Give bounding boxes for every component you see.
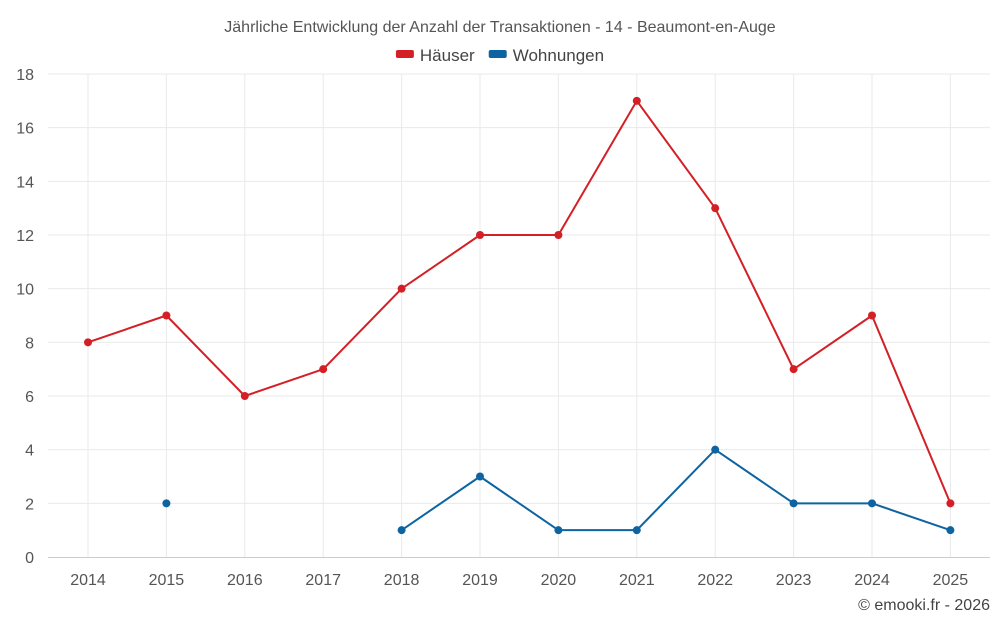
series-1: [162, 445, 955, 535]
data-point[interactable]: [162, 311, 171, 320]
data-point[interactable]: [789, 365, 798, 374]
x-tick-label: 2022: [697, 572, 733, 589]
x-tick-label: 2019: [462, 572, 498, 589]
y-tick-label: 16: [16, 121, 34, 138]
x-tick-label: 2014: [70, 572, 106, 589]
data-point[interactable]: [868, 311, 876, 320]
data-point[interactable]: [397, 284, 406, 293]
data-point[interactable]: [554, 231, 563, 239]
legend: Häuser Wohnungen: [395, 46, 604, 65]
data-point[interactable]: [632, 526, 641, 535]
y-tick-label: 18: [16, 67, 34, 84]
data-point[interactable]: [397, 526, 406, 535]
data-point[interactable]: [711, 204, 720, 213]
series-line: [401, 448, 951, 532]
x-axis-ticks: 2014 2015 2016 2017 2018 2019 2020 2021 2022 2023…: [70, 572, 968, 589]
x-tick-label: 2024: [854, 572, 890, 589]
y-axis-ticks: 0 2 4 6 8 10 12 14 16 18: [16, 67, 34, 567]
data-point[interactable]: [476, 472, 484, 481]
y-tick-label: 14: [16, 174, 34, 191]
data-point[interactable]: [868, 499, 876, 508]
y-tick-label: 10: [16, 282, 34, 299]
data-point[interactable]: [711, 445, 720, 454]
data-point[interactable]: [554, 526, 563, 535]
data-point[interactable]: [319, 365, 328, 374]
y-tick-label: 8: [25, 335, 34, 352]
x-tick-label: 2021: [619, 572, 655, 589]
chart-title: Jährliche Entwicklung der Anzahl der Tra…: [224, 19, 776, 36]
x-tick-label: 2018: [384, 572, 420, 589]
y-tick-label: 6: [25, 389, 34, 406]
y-tick-label: 4: [25, 443, 34, 460]
x-tick-label: 2016: [227, 572, 263, 589]
data-point[interactable]: [162, 499, 171, 508]
y-tick-label: 12: [16, 228, 34, 245]
y-tick-label: 2: [25, 496, 34, 513]
x-tick-label: 2015: [149, 572, 185, 589]
legend-item-0[interactable]: Häuser: [395, 46, 475, 65]
x-tick-label: 2017: [305, 572, 341, 589]
data-point[interactable]: [240, 392, 249, 400]
credit-text: © emooki.fr - 2026: [858, 597, 990, 614]
series-layer: [84, 96, 955, 535]
legend-swatch: [395, 50, 414, 58]
x-grid: [87, 74, 951, 557]
legend-item-1[interactable]: Wohnungen: [488, 46, 604, 65]
data-point[interactable]: [946, 499, 955, 508]
series-line: [87, 99, 952, 504]
legend-label: Häuser: [420, 46, 475, 65]
x-tick-label: 2025: [933, 572, 969, 589]
data-point[interactable]: [946, 526, 955, 535]
y-tick-label: 0: [25, 550, 34, 567]
data-point[interactable]: [632, 96, 641, 105]
y-grid: [48, 73, 990, 504]
series-0: [84, 96, 955, 508]
data-point[interactable]: [84, 338, 92, 347]
x-tick-label: 2023: [776, 572, 812, 589]
data-point[interactable]: [789, 499, 798, 508]
data-point[interactable]: [476, 231, 484, 239]
legend-label: Wohnungen: [513, 46, 604, 65]
legend-swatch: [488, 50, 507, 58]
x-tick-label: 2020: [541, 572, 577, 589]
